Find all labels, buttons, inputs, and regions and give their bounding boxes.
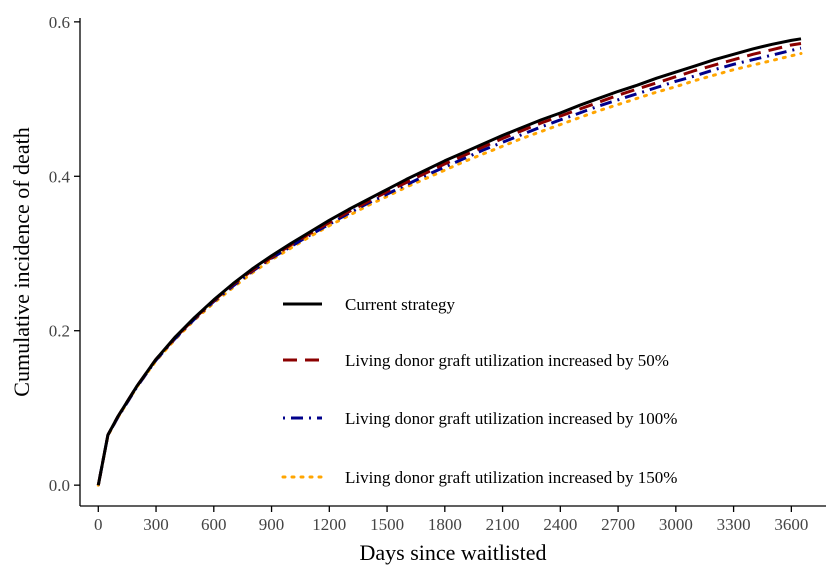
x-tick-label: 3600 (774, 515, 808, 534)
x-tick-label: 1200 (312, 515, 346, 534)
y-axis-title: Cumulative incidence of death (9, 127, 34, 396)
series-lines (96, 37, 803, 487)
y-tick-label: 0.4 (49, 167, 71, 186)
x-tick-label: 2400 (543, 515, 577, 534)
y-tick-label: 0.0 (49, 476, 70, 495)
plot-area: 0.0 0.2 0.4 0.6 0 300 600 900 1200 1500 1800 2100 2… (49, 13, 826, 534)
legend-label: Living donor graft utilization increased… (345, 351, 669, 370)
y-ticks: 0.0 0.2 0.4 0.6 (49, 13, 80, 495)
x-tick-label: 1800 (428, 515, 462, 534)
x-tick-label: 600 (201, 515, 227, 534)
legend-label: Living donor graft utilization increased… (345, 409, 677, 428)
x-tick-label: 0 (94, 515, 103, 534)
x-tick-label: 300 (143, 515, 169, 534)
x-axis-title: Days since waitlisted (360, 540, 547, 565)
x-tick-label: 3300 (717, 515, 751, 534)
x-tick-label: 3000 (659, 515, 693, 534)
legend-label: Current strategy (345, 295, 455, 314)
legend-label: Living donor graft utilization increased… (345, 468, 677, 487)
series-line (96, 52, 803, 487)
series-line (96, 37, 802, 486)
x-tick-label: 2100 (486, 515, 520, 534)
y-tick-label: 0.6 (49, 13, 70, 32)
legend: Current strategy Living donor graft utili… (281, 295, 677, 487)
x-tick-label: 2700 (601, 515, 635, 534)
y-tick-label: 0.2 (49, 322, 70, 341)
x-tick-label: 1500 (370, 515, 404, 534)
x-tick-label: 900 (259, 515, 285, 534)
x-ticks: 0 300 600 900 1200 1500 1800 2100 2400 2700 3000 33… (94, 506, 808, 534)
